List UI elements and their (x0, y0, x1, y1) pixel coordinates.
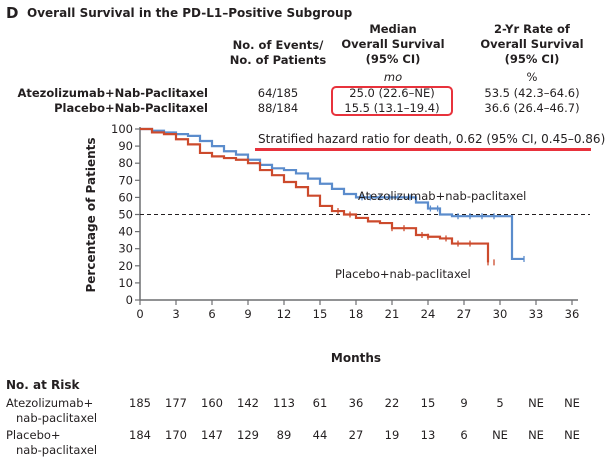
panel-title: Overall Survival in the PD-L1–Positive S… (27, 6, 353, 20)
row-label-atezolizumab: Atezolizumab+Nab-Paclitaxel (17, 86, 208, 100)
header-events-line2: No. of Patients (229, 53, 327, 67)
header-rate: 2-Yr Rate of Overall Survival (95% CI) (467, 22, 597, 67)
risk-value: 13 (420, 428, 436, 442)
panel-letter: D (6, 4, 19, 22)
y-tick-label: 40 (118, 225, 133, 239)
risk-label-atezolizumab-line2: nab-paclitaxel (16, 411, 98, 425)
risk-value: NE (528, 396, 544, 410)
risk-value: 170 (165, 428, 187, 442)
risk-value: 9 (460, 396, 468, 410)
header-median-line3: (95% CI) (365, 52, 421, 66)
events-placebo: 88/184 (257, 101, 299, 115)
hazard-ratio-underline (255, 148, 591, 151)
risk-value: 36 (348, 396, 364, 410)
risk-label-placebo-line2: nab-paclitaxel (16, 443, 98, 457)
x-tick-label: 6 (208, 307, 215, 321)
header-events-line1: No. of Events/ (232, 38, 324, 52)
header-events: No. of Events/ No. of Patients (218, 38, 338, 68)
events-atezolizumab: 64/185 (257, 86, 299, 100)
x-tick-label: 30 (493, 307, 508, 321)
y-tick-label: 10 (118, 276, 133, 290)
y-tick-label: 30 (118, 242, 133, 256)
header-median: Median Overall Survival (95% CI) (328, 22, 458, 67)
risk-value: 147 (201, 428, 223, 442)
y-tick-label: 70 (118, 173, 133, 187)
x-tick-label: 12 (277, 307, 292, 321)
risk-value: 160 (201, 396, 223, 410)
header-rate-line1: 2-Yr Rate of (494, 22, 570, 36)
median-placebo: 15.5 (13.1–19.4) (344, 101, 440, 115)
y-tick-label: 50 (118, 208, 133, 222)
risk-value: 185 (129, 396, 151, 410)
x-tick-label: 36 (565, 307, 580, 321)
x-tick-label: 33 (529, 307, 544, 321)
risk-value: 177 (165, 396, 187, 410)
risk-value: 5 (496, 396, 504, 410)
y-tick-label: 0 (126, 293, 133, 307)
header-rate-line2: Overall Survival (480, 37, 584, 51)
x-tick-label: 24 (421, 307, 436, 321)
y-axis-label: Percentage of Patients (84, 137, 98, 292)
y-tick-label: 20 (118, 259, 133, 273)
row-label-placebo: Placebo+Nab-Paclitaxel (54, 101, 208, 115)
x-tick-label: 3 (172, 307, 179, 321)
rate-atezolizumab: 53.5 (42.3–64.6) (484, 86, 580, 100)
y-tick-label: 80 (118, 156, 133, 170)
header-rate-line3: (95% CI) (504, 52, 560, 66)
risk-label-placebo-line1: Placebo+ (6, 428, 61, 442)
header-median-line2: Overall Survival (341, 37, 445, 51)
risk-value: NE (564, 396, 580, 410)
y-tick-label: 100 (111, 122, 133, 136)
x-tick-label: 9 (244, 307, 251, 321)
risk-label-placebo: Placebo+ nab-paclitaxel (6, 428, 97, 458)
risk-value: 113 (273, 396, 295, 410)
risk-value: 19 (384, 428, 400, 442)
chart-curves (140, 127, 525, 266)
risk-label-atezolizumab-line1: Atezolizumab+ (6, 396, 94, 410)
x-axis-label: Months (331, 351, 381, 365)
risk-value: NE (492, 428, 508, 442)
x-tick-label: 21 (385, 307, 400, 321)
header-median-line1: Median (369, 22, 417, 36)
risk-value: 15 (420, 396, 436, 410)
series-label-atezolizumab: Atezolizumab+nab-paclitaxel (358, 189, 526, 203)
risk-value: 142 (237, 396, 259, 410)
x-tick-label: 18 (349, 307, 364, 321)
x-tick-label: 27 (457, 307, 472, 321)
risk-table-title: No. at Risk (6, 378, 80, 392)
rate-placebo: 36.6 (26.4–46.7) (484, 101, 580, 115)
risk-value: 129 (237, 428, 259, 442)
risk-value: NE (564, 428, 580, 442)
risk-value: 22 (384, 396, 400, 410)
km-curve-placebo (140, 127, 490, 263)
risk-value: 44 (312, 428, 328, 442)
x-tick-label: 15 (313, 307, 328, 321)
y-tick-label: 60 (118, 190, 133, 204)
hazard-ratio-text: Stratified hazard ratio for death, 0.62 … (258, 132, 606, 146)
risk-value: 184 (129, 428, 151, 442)
median-atezolizumab: 25.0 (22.6–NE) (349, 86, 435, 100)
km-curve-atezolizumab (140, 127, 524, 261)
risk-value: 6 (460, 428, 468, 442)
risk-value: NE (528, 428, 544, 442)
risk-label-atezolizumab: Atezolizumab+ nab-paclitaxel (6, 396, 97, 426)
x-tick-label: 0 (136, 307, 143, 321)
risk-value: 89 (276, 428, 292, 442)
y-tick-label: 90 (118, 139, 133, 153)
units-rate: % (526, 70, 538, 84)
units-median: mo (383, 70, 403, 84)
risk-value: 61 (312, 396, 328, 410)
median-highlight-box (331, 86, 453, 116)
risk-value: 27 (348, 428, 364, 442)
series-label-placebo: Placebo+nab-paclitaxel (335, 267, 471, 281)
